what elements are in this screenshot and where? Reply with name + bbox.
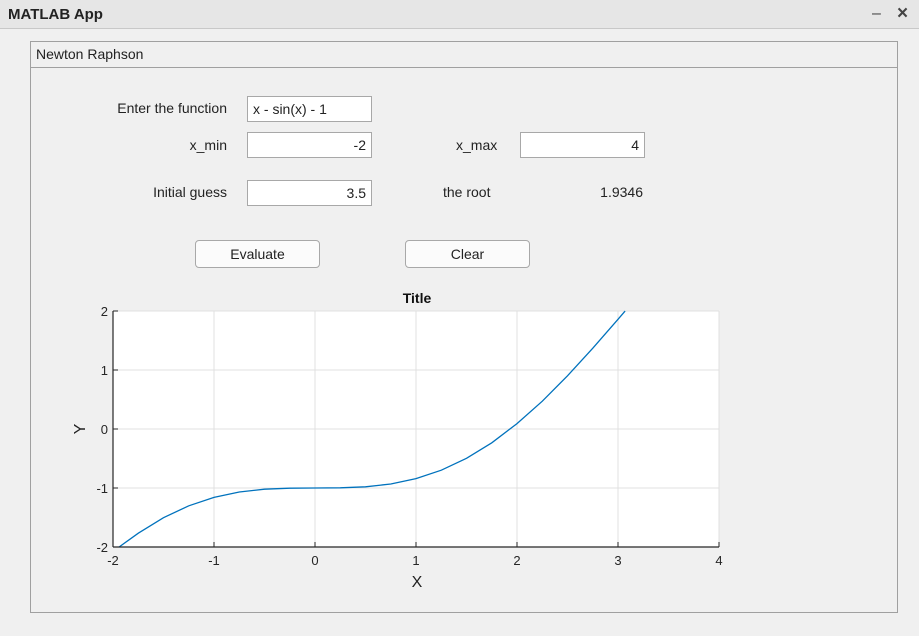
x-tick-label: -2: [107, 553, 119, 568]
function-label: Enter the function: [117, 100, 227, 116]
panel-title: Newton Raphson: [36, 46, 144, 62]
x-max-input[interactable]: [520, 132, 645, 158]
chart-title: Title: [403, 290, 432, 306]
panel-title-bar: Newton Raphson: [31, 42, 897, 68]
root-value: 1.9346: [600, 184, 643, 200]
clear-button[interactable]: Clear: [405, 240, 530, 268]
x-min-input[interactable]: [247, 132, 372, 158]
function-input[interactable]: [247, 96, 372, 122]
evaluate-button[interactable]: Evaluate: [195, 240, 320, 268]
root-label: the root: [443, 184, 491, 200]
x-tick-label: 0: [311, 553, 318, 568]
x-tick-label: 2: [513, 553, 520, 568]
close-icon[interactable]: ×: [897, 3, 909, 24]
x-tick-label: 4: [715, 553, 722, 568]
y-tick-label: -2: [96, 540, 108, 555]
series-line: [118, 310, 626, 548]
window-title: MATLAB App: [8, 6, 103, 23]
x-tick-label: 3: [614, 553, 621, 568]
y-tick-label: -1: [96, 481, 108, 496]
x-tick-label: -1: [208, 553, 220, 568]
x-max-label: x_max: [456, 137, 498, 153]
minimize-icon[interactable]: –: [872, 5, 881, 22]
y-tick-label: 2: [101, 304, 108, 319]
chart-x-label: X: [412, 574, 423, 591]
window-title-bar: MATLAB App – ×: [0, 0, 919, 29]
y-tick-label: 0: [101, 422, 108, 437]
initial-guess-input[interactable]: [247, 180, 372, 206]
x-min-label: x_min: [189, 137, 227, 153]
initial-guess-label: Initial guess: [153, 184, 227, 200]
chart-y-label: Y: [72, 423, 89, 434]
x-tick-label: 1: [412, 553, 419, 568]
y-tick-label: 1: [101, 363, 108, 378]
